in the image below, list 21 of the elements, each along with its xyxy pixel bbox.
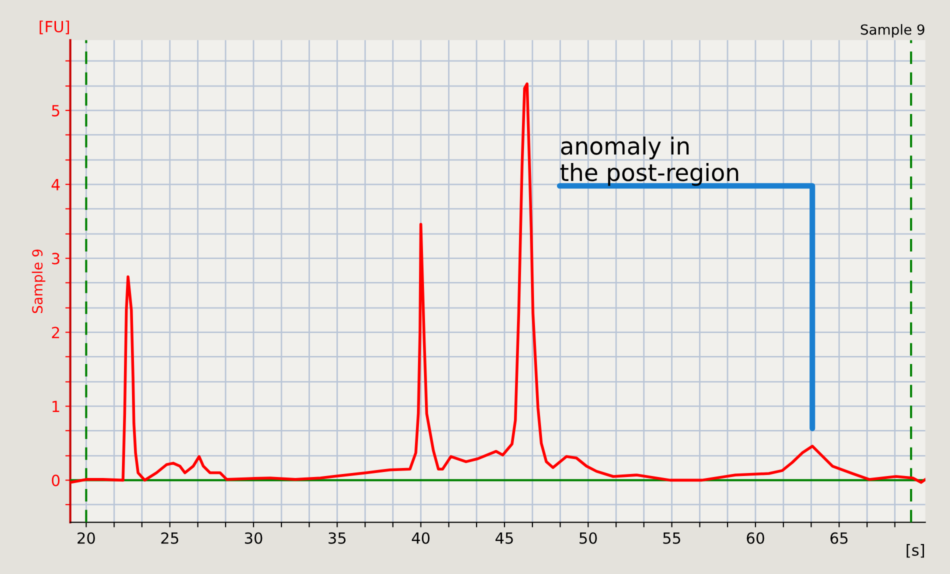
y-tick-label: 0: [52, 474, 60, 486]
x-tick-label: 45: [496, 532, 513, 544]
x-tick-label: 65: [830, 532, 848, 544]
y-axis-title: Sample 9: [32, 250, 46, 314]
x-tick-label: 30: [244, 532, 262, 544]
y-tick-label: 4: [52, 179, 60, 190]
y-tick-label: 2: [52, 326, 60, 338]
annotation: anomaly in the post-region: [560, 136, 738, 186]
chart-title: Sample 9: [860, 24, 924, 38]
y-tick-label: 5: [52, 105, 60, 116]
x-tick-label: 35: [328, 532, 346, 544]
x-tick-label: 25: [161, 532, 178, 544]
x-tick-label: 20: [78, 532, 95, 544]
y-tick-label: 1: [52, 400, 60, 412]
text: [FU]: [40, 20, 69, 34]
x-tick-label: 55: [663, 532, 680, 544]
y-tick-label: 3: [52, 252, 60, 264]
x-tick-label: 40: [412, 532, 430, 544]
x-tick-label: 60: [746, 532, 764, 544]
x-tick-label: 50: [580, 532, 597, 544]
x-axis-title: [s]: [906, 544, 924, 558]
